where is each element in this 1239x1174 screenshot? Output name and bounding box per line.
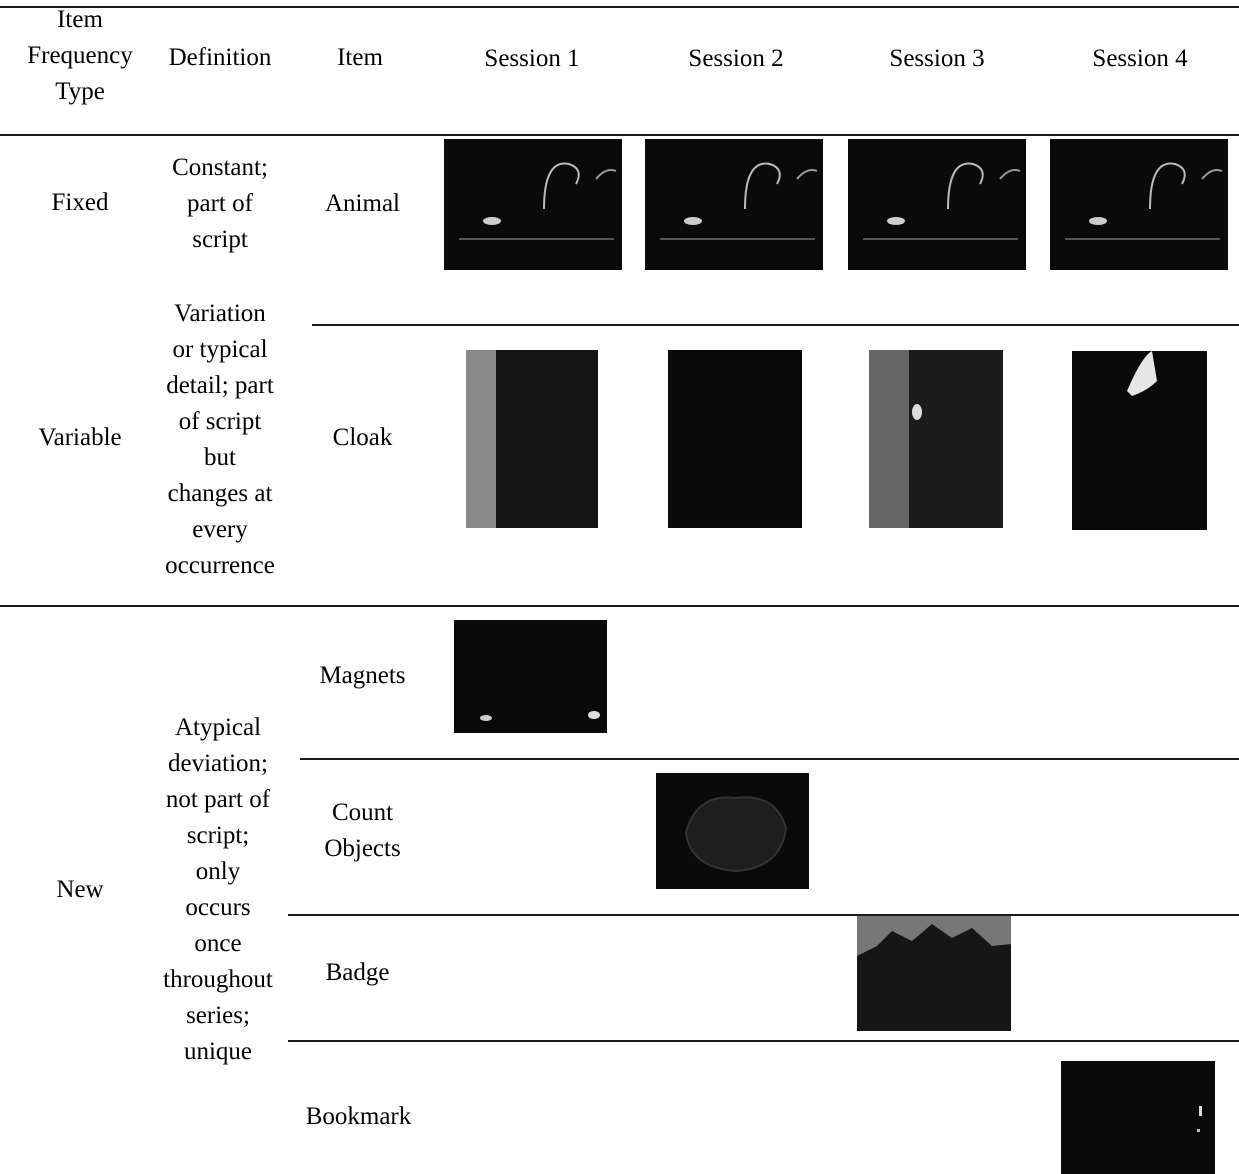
header-item-frequency-type: Item Frequency Type <box>10 2 150 110</box>
table-top-rule <box>0 6 1239 8</box>
fixed-variable-divider <box>312 324 1239 326</box>
header-session-1: Session 1 <box>452 41 612 77</box>
new-item-count-objects: Count Objects <box>305 795 420 867</box>
animal-photo-session-3 <box>848 139 1026 270</box>
cloak-photo-session-2 <box>668 350 802 528</box>
count-badge-divider <box>288 914 1239 916</box>
animal-photo-session-2 <box>645 139 823 270</box>
variable-type-label: Variable <box>15 420 145 456</box>
variable-definition-line: detail; part <box>150 368 290 404</box>
count-objects-line: Objects <box>305 831 420 867</box>
new-definition-line: not part of <box>150 782 286 818</box>
header-type-line-3: Type <box>10 74 150 110</box>
new-definition-line: unique <box>150 1034 286 1070</box>
cloak-photo-session-3 <box>869 350 1003 528</box>
variable-definition-line: changes at <box>150 476 290 512</box>
new-definition-line: occurs <box>150 890 286 926</box>
new-type-label: New <box>20 872 140 908</box>
fixed-item-animal: Animal <box>305 186 420 222</box>
header-session-2: Session 2 <box>656 41 816 77</box>
cloak-photo-session-4 <box>1072 351 1207 530</box>
variable-new-divider <box>0 605 1239 607</box>
fixed-type-label: Fixed <box>20 185 140 221</box>
cloak-photo-session-1 <box>466 350 598 528</box>
bookmark-photo-session-4 <box>1061 1061 1215 1174</box>
animal-photo-session-4 <box>1050 139 1228 270</box>
header-bottom-rule <box>0 134 1239 136</box>
header-item: Item <box>310 40 410 76</box>
variable-item-cloak: Cloak <box>305 420 420 456</box>
variable-definition-line: Variation <box>150 296 290 332</box>
variable-definition-line: occurrence <box>150 548 290 584</box>
new-definition-line: once <box>150 926 286 962</box>
new-definition-line: Atypical <box>150 710 286 746</box>
animal-photo-session-1 <box>444 139 622 270</box>
magnets-photo-session-1 <box>454 620 607 733</box>
count-objects-line: Count <box>305 795 420 831</box>
header-definition: Definition <box>155 40 285 76</box>
new-definition-line: throughout <box>150 962 286 998</box>
fixed-definition-line: script <box>155 222 285 258</box>
new-item-bookmark: Bookmark <box>296 1099 421 1135</box>
header-session-4: Session 4 <box>1060 41 1220 77</box>
variable-definition-line: every <box>150 512 290 548</box>
new-definition-line: deviation; <box>150 746 286 782</box>
variable-definition-line: or typical <box>150 332 290 368</box>
new-definition-line: script; <box>150 818 286 854</box>
fixed-definition-line: Constant; <box>155 150 285 186</box>
new-item-magnets: Magnets <box>305 658 420 694</box>
header-type-line-1: Item <box>10 2 150 38</box>
fixed-definition-line: part of <box>155 186 285 222</box>
variable-definition: Variation or typical detail; part of scr… <box>150 296 290 584</box>
new-definition-line: only <box>150 854 286 890</box>
variable-definition-line: of script <box>150 404 290 440</box>
variable-definition-line: but <box>150 440 290 476</box>
badge-photo-session-3 <box>857 916 1011 1031</box>
fixed-definition: Constant; part of script <box>155 150 285 258</box>
new-definition-line: series; <box>150 998 286 1034</box>
new-item-badge: Badge <box>300 955 415 991</box>
badge-bookmark-divider <box>288 1040 1239 1042</box>
magnets-count-divider <box>300 758 1239 760</box>
header-type-line-2: Frequency <box>10 38 150 74</box>
count-objects-photo-session-2 <box>656 773 809 889</box>
new-definition: Atypical deviation; not part of script; … <box>150 710 286 1070</box>
header-session-3: Session 3 <box>857 41 1017 77</box>
